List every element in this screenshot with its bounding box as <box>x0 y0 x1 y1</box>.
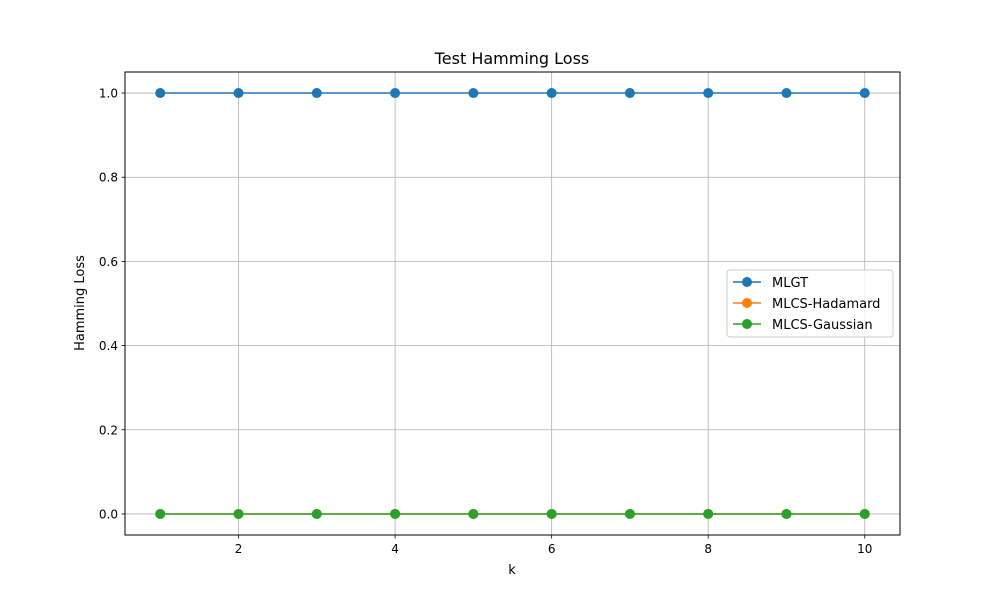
x-tick-label: 4 <box>391 542 399 556</box>
legend-label: MLCS-Hadamard <box>772 297 880 312</box>
data-point <box>546 88 557 99</box>
axis-ticks: 2 4 6 8 10 0.0 0.2 0.4 0.6 0.8 1.0 <box>99 87 873 556</box>
y-tick-label: 0.0 <box>99 507 118 521</box>
data-point <box>703 88 714 99</box>
y-tick-label: 0.8 <box>99 171 118 185</box>
y-axis-label: Hamming Loss <box>73 255 88 351</box>
data-point <box>624 88 635 99</box>
legend-marker <box>742 319 752 329</box>
series-layer <box>155 88 870 519</box>
legend-marker <box>742 298 752 308</box>
data-point <box>468 88 479 99</box>
data-point <box>703 508 714 519</box>
legend-frame <box>726 269 894 338</box>
legend-marker <box>742 277 752 287</box>
data-point <box>311 88 322 99</box>
x-tick-label: 2 <box>235 542 243 556</box>
legend-label: MLCS-Gaussian <box>772 318 873 333</box>
x-axis-label: k <box>508 563 516 578</box>
data-point <box>311 508 322 519</box>
series-mlgt <box>155 88 870 99</box>
x-tick-label: 8 <box>704 542 712 556</box>
data-point <box>468 508 479 519</box>
x-tick-label: 10 <box>857 542 872 556</box>
data-point <box>781 88 792 99</box>
chart-title: Test Hamming Loss <box>434 49 590 68</box>
y-tick-label: 0.6 <box>99 255 118 269</box>
data-point <box>859 508 870 519</box>
data-point <box>546 508 557 519</box>
x-tick-label: 6 <box>548 542 556 556</box>
data-point <box>390 508 401 519</box>
y-tick-label: 0.4 <box>99 339 118 353</box>
data-point <box>859 88 870 99</box>
y-tick-label: 1.0 <box>99 87 118 101</box>
plot-frame <box>124 71 901 536</box>
y-tick-label: 0.2 <box>99 423 118 437</box>
data-point <box>781 508 792 519</box>
series-mlcs-gaussian <box>155 508 870 519</box>
data-point <box>233 508 244 519</box>
data-point <box>624 508 635 519</box>
legend-label: MLGT <box>772 276 808 291</box>
data-point <box>155 88 166 99</box>
data-point <box>155 508 166 519</box>
legend: MLGT MLCS-Hadamard MLCS-Gaussian <box>726 269 894 338</box>
data-point <box>233 88 244 99</box>
data-point <box>390 88 401 99</box>
